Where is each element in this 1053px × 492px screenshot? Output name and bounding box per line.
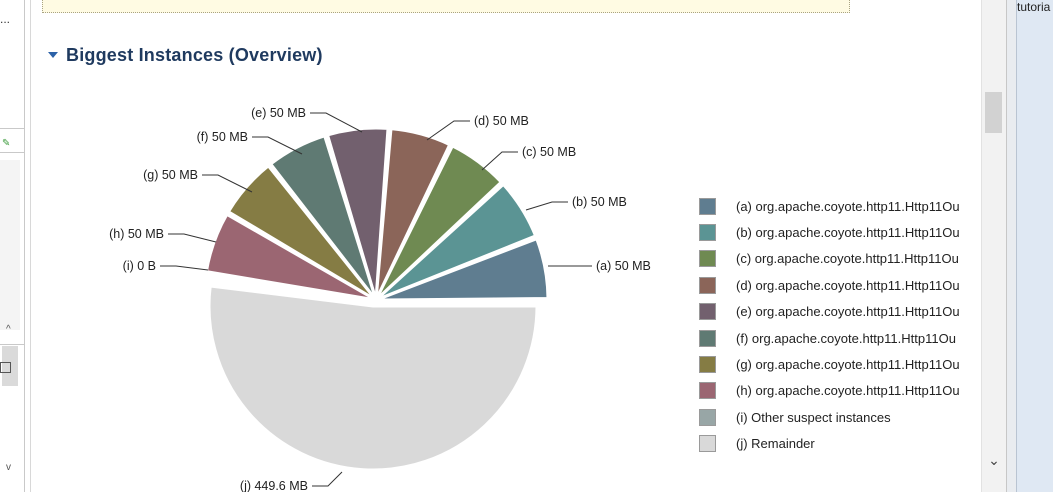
legend-swatch [699, 197, 716, 215]
legend-swatch [699, 250, 716, 268]
legend-swatch [699, 408, 716, 426]
pie-slice-remainder[interactable] [207, 284, 539, 472]
legend-item-j: (j) Remainder [699, 431, 981, 457]
pie-label-h: (h) 50 MB [109, 227, 164, 241]
pie-label-i: (i) 0 B [123, 259, 156, 273]
pie-label-a: (a) 50 MB [596, 259, 651, 273]
right-panel-text: tutoria [1017, 0, 1051, 14]
divider [0, 128, 24, 129]
legend-swatch [699, 435, 716, 453]
pie-label-b: (b) 50 MB [572, 195, 627, 209]
info-area [42, 0, 850, 13]
legend-label: (i) Other suspect instances [736, 409, 891, 425]
section-title: Biggest Instances (Overview) [66, 44, 323, 65]
pie-label-e: (e) 50 MB [251, 106, 306, 120]
pie-label-f: (f) 50 MB [197, 130, 248, 144]
pie-label-d: (d) 50 MB [474, 114, 529, 128]
legend-label: (e) org.apache.coyote.http11.Http11Ou [736, 304, 960, 320]
pie-label-c: (c) 50 MB [522, 145, 576, 159]
pie-slice-b[interactable] [374, 182, 538, 302]
legend-label: (d) org.apache.coyote.http11.Http11Ou [736, 277, 960, 293]
left-scrollbar[interactable]: ^ v [0, 160, 20, 473]
legend-label: (b) org.apache.coyote.http11.Http11Ou [736, 225, 960, 241]
legend-item-a: (a) org.apache.coyote.http11.Http11Ou [699, 193, 981, 219]
legend-label: (g) org.apache.coyote.http11.Http11Ou [736, 357, 960, 373]
legend-swatch [699, 224, 716, 242]
pie-leader-line-e [310, 112, 363, 133]
edit-icon[interactable]: ✎ [2, 138, 11, 149]
pie-slice-g[interactable] [226, 163, 378, 302]
pie-label-g: (g) 50 MB [143, 168, 198, 182]
pane-splitter[interactable] [1006, 0, 1017, 492]
chart-legend: (a) org.apache.coyote.http11.Http11Ou (b)… [699, 193, 981, 457]
legend-label: (c) org.apache.coyote.http11.Http11Ou [736, 251, 959, 267]
legend-swatch [699, 303, 716, 321]
section-header[interactable]: Biggest Instances (Overview) [46, 43, 323, 67]
legend-item-g: (g) org.apache.coyote.http11.Http11Ou [699, 351, 981, 377]
pie-leader-line-f [252, 136, 303, 155]
chevron-down-icon[interactable]: v [6, 462, 11, 473]
legend-item-c: (c) org.apache.coyote.http11.Http11Ou [699, 246, 981, 272]
biggest-instances-pie-chart: (a) 50 MB (b) 50 MB (c) 50 MB (d) 50 MB (e) … [109, 106, 651, 492]
chevron-up-icon[interactable]: ^ [6, 324, 11, 335]
legend-swatch [699, 329, 716, 347]
legend-swatch [699, 276, 716, 294]
legend-label: (f) org.apache.coyote.http11.Http11Ou [736, 330, 956, 346]
chevron-down-icon[interactable]: ⌄ [988, 452, 1000, 468]
legend-item-f: (f) org.apache.coyote.http11.Http11Ou [699, 325, 981, 351]
legend-label: (h) org.apache.coyote.http11.Http11Ou [736, 383, 960, 399]
pie-slice-h[interactable] [204, 212, 377, 302]
legend-item-b: (b) org.apache.coyote.http11.Http11Ou [699, 219, 981, 245]
legend-swatch [699, 356, 716, 374]
divider [0, 152, 24, 153]
truncated-label: ... [0, 12, 11, 26]
pie-slice-f[interactable] [268, 133, 378, 301]
legend-item-e: (e) org.apache.coyote.http11.Http11Ou [699, 299, 981, 325]
legend-label: (j) Remainder [736, 436, 815, 452]
left-pane: ... ✎ ^ v [0, 0, 25, 492]
divider [0, 344, 24, 345]
legend-swatch [699, 382, 716, 400]
legend-label: (a) org.apache.coyote.http11.Http11Ou [736, 198, 960, 214]
content-border [30, 0, 31, 492]
collapse-triangle-icon[interactable] [46, 48, 60, 62]
pie-slice-c[interactable] [374, 143, 504, 302]
pie-leader-line-j [312, 471, 343, 487]
pie-slice-a[interactable] [375, 236, 550, 302]
pie-label-j: (j) 449.6 MB [240, 479, 308, 492]
legend-item-d: (d) org.apache.coyote.http11.Http11Ou [699, 272, 981, 298]
pie-leader-line-i [160, 265, 209, 271]
pie-leader-line-d [426, 120, 470, 141]
pie-leader-line-h [168, 233, 217, 243]
pie-slice-e[interactable] [325, 126, 390, 301]
legend-item-i: (i) Other suspect instances [699, 404, 981, 430]
pie-leader-line-b [525, 201, 568, 211]
pie-slice-d[interactable] [374, 127, 452, 301]
legend-item-h: (h) org.apache.coyote.http11.Http11Ou [699, 378, 981, 404]
main-scrollbar[interactable]: ⌄ [981, 0, 1006, 492]
pie-leader-line-c [481, 151, 518, 171]
pie-leader-line-g [202, 174, 253, 193]
maximize-icon[interactable] [0, 362, 11, 373]
right-panel: tutoria [1016, 0, 1053, 492]
main-scrollbar-thumb[interactable] [985, 92, 1002, 133]
